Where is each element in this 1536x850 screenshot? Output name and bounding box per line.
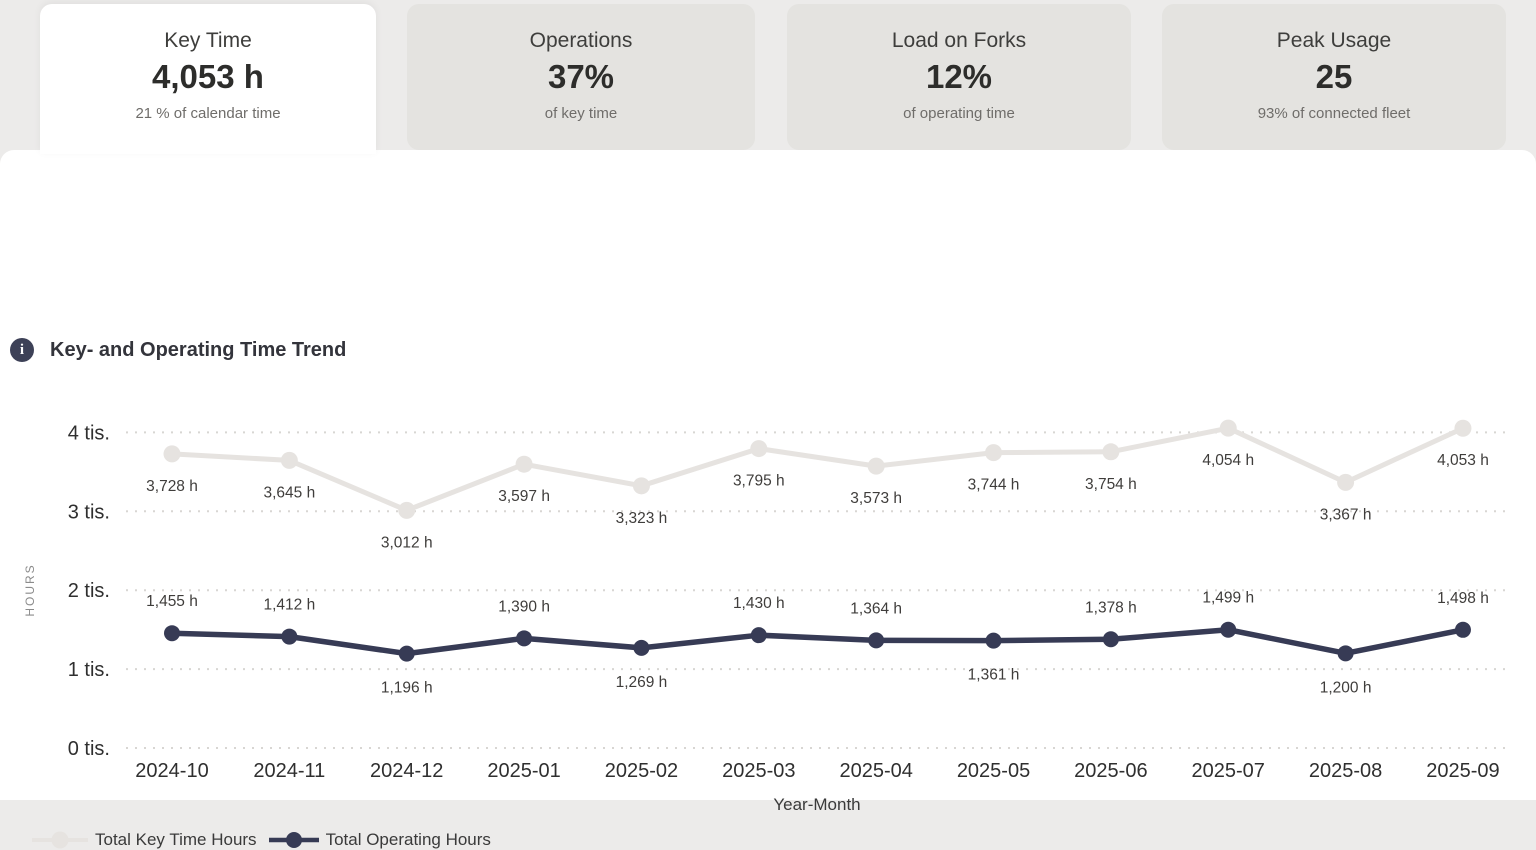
svg-text:0 tis.: 0 tis. <box>68 738 110 760</box>
svg-text:2025-06: 2025-06 <box>1074 760 1147 782</box>
svg-text:4 tis.: 4 tis. <box>68 422 110 444</box>
svg-text:2025-02: 2025-02 <box>605 760 678 782</box>
svg-text:3,323 h: 3,323 h <box>616 510 668 527</box>
tab-value: 12% <box>925 58 993 95</box>
svg-text:1,378 h: 1,378 h <box>1085 599 1137 616</box>
tab-value: 37% <box>547 58 615 95</box>
svg-text:1,455 h: 1,455 h <box>146 593 198 610</box>
key-operating-trend-chart: 0 tis. 1 tis. 2 tis. 3 tis. 4 tis. HOURS 2024-… <box>23 419 1512 814</box>
operating-series-swatch <box>267 831 321 849</box>
tab-title: Key Time <box>164 29 252 52</box>
tab-load-on-forks[interactable]: Load on Forks 12% of operating time <box>787 4 1131 150</box>
svg-text:1,269 h: 1,269 h <box>616 674 668 691</box>
info-icon[interactable]: i <box>10 338 34 362</box>
svg-text:Year-Month: Year-Month <box>773 795 860 814</box>
svg-text:2025-03: 2025-03 <box>722 760 795 782</box>
legend-label: Total Operating Hours <box>325 830 491 849</box>
svg-text:2025-05: 2025-05 <box>957 760 1030 782</box>
svg-text:1,430 h: 1,430 h <box>733 595 785 612</box>
trend-panel: i Key- and Operating Time Trend 0 tis. 1 … <box>0 150 1536 849</box>
tab-subtitle: of key time <box>544 105 618 122</box>
tab-subtitle: of operating time <box>903 105 1015 122</box>
svg-text:1,498 h: 1,498 h <box>1437 590 1489 607</box>
legend-item-operating[interactable]: Total Operating Hours <box>267 830 491 850</box>
legend-label: Total Key Time Hours <box>95 830 257 849</box>
svg-text:3,728 h: 3,728 h <box>146 478 198 495</box>
tab-title: Load on Forks <box>891 29 1027 52</box>
svg-text:2024-11: 2024-11 <box>253 760 325 782</box>
svg-text:1,364 h: 1,364 h <box>850 600 902 617</box>
svg-text:3,645 h: 3,645 h <box>264 484 316 501</box>
tab-subtitle: 21 % of calendar time <box>135 105 281 122</box>
svg-text:4,054 h: 4,054 h <box>1202 452 1254 469</box>
svg-text:3,744 h: 3,744 h <box>968 477 1020 494</box>
svg-text:1,390 h: 1,390 h <box>498 598 550 615</box>
tab-value: 25 <box>1315 58 1353 95</box>
tab-peak-usage[interactable]: Peak Usage 25 93% of connected fleet <box>1162 4 1506 150</box>
svg-text:2025-09: 2025-09 <box>1426 760 1499 782</box>
svg-text:3,012 h: 3,012 h <box>381 534 433 551</box>
tab-title: Operations <box>529 29 633 52</box>
svg-text:1 tis.: 1 tis. <box>68 659 110 681</box>
svg-text:4,053 h: 4,053 h <box>1437 452 1489 469</box>
chart-legend: Total Key Time Hours Total Operating Hou… <box>30 830 501 850</box>
panel-title: Key- and Operating Time Trend <box>50 339 347 361</box>
svg-text:2025-08: 2025-08 <box>1309 760 1382 782</box>
tab-key-time[interactable]: Key Time 4,053 h 21 % of calendar time <box>40 4 376 154</box>
tab-value: 4,053 h <box>152 58 264 95</box>
key-time-series-swatch <box>30 831 90 849</box>
svg-text:3,754 h: 3,754 h <box>1085 476 1137 493</box>
tab-title: Peak Usage <box>1276 29 1392 52</box>
svg-text:3,367 h: 3,367 h <box>1320 506 1372 523</box>
svg-text:1,499 h: 1,499 h <box>1202 590 1254 607</box>
svg-text:3 tis.: 3 tis. <box>68 501 110 523</box>
svg-text:1,196 h: 1,196 h <box>381 680 433 697</box>
svg-text:2024-10: 2024-10 <box>135 760 208 782</box>
svg-text:2025-07: 2025-07 <box>1192 760 1265 782</box>
tab-subtitle: 93% of connected fleet <box>1257 105 1411 122</box>
svg-text:3,573 h: 3,573 h <box>850 490 902 507</box>
svg-text:3,795 h: 3,795 h <box>733 473 785 490</box>
svg-text:HOURS: HOURS <box>23 563 37 616</box>
svg-text:2024-12: 2024-12 <box>370 760 443 782</box>
svg-text:3,597 h: 3,597 h <box>498 488 550 505</box>
svg-text:1,361 h: 1,361 h <box>968 667 1020 684</box>
tab-operations[interactable]: Operations 37% of key time <box>407 4 755 150</box>
svg-text:1,412 h: 1,412 h <box>264 597 316 614</box>
svg-text:2025-01: 2025-01 <box>487 760 560 782</box>
legend-item-key-time[interactable]: Total Key Time Hours <box>30 830 257 850</box>
svg-text:2025-04: 2025-04 <box>839 760 912 782</box>
svg-text:1,200 h: 1,200 h <box>1320 679 1372 696</box>
svg-text:2 tis.: 2 tis. <box>68 580 110 602</box>
